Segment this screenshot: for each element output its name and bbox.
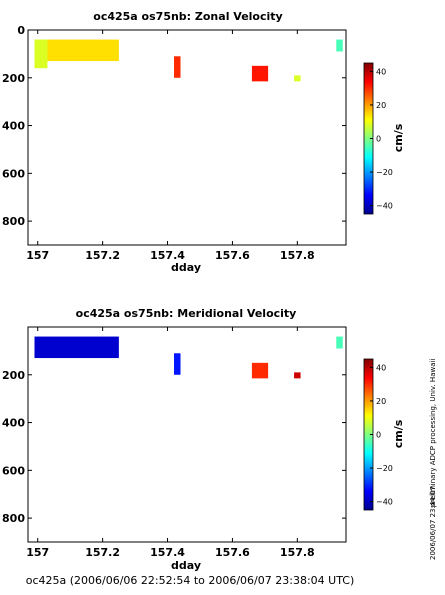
data-patch xyxy=(251,362,269,379)
colorbar-tick-label: 20 xyxy=(376,101,386,110)
colorbar-tick-label: −20 xyxy=(376,168,393,177)
colorbar-tick-label: 20 xyxy=(376,397,386,406)
data-patch xyxy=(251,65,269,82)
plot-frame xyxy=(27,326,347,543)
data-patch xyxy=(294,75,301,82)
side-date-label: 2006/06/07 23:44:07 xyxy=(429,486,437,560)
chart-title: oc425a os75nb: Meridional Velocity xyxy=(76,307,297,320)
data-patch xyxy=(174,353,181,375)
y-tick-label: 800 xyxy=(2,215,25,228)
x-tick-label: 157.8 xyxy=(280,249,315,262)
plot-frame xyxy=(27,29,347,246)
colorbar-tick-label: −40 xyxy=(376,202,393,211)
x-tick-label: 157 xyxy=(26,249,49,262)
data-patch xyxy=(34,39,119,62)
panel-zonal: oc425a os75nb: Zonal Velocity 157 157.2 15… xyxy=(2,10,405,274)
footer-label: oc425a (2006/06/06 22:52:54 to 2006/06/0… xyxy=(26,574,355,587)
data-patch xyxy=(336,336,343,349)
data-patch xyxy=(34,336,119,359)
x-tick-label: 157.6 xyxy=(215,249,250,262)
y-tick-label: 200 xyxy=(2,369,25,382)
data-patch xyxy=(336,39,343,52)
x-tick-label: 157.2 xyxy=(85,546,120,559)
data-patch xyxy=(34,39,48,69)
colorbar-label: cm/s xyxy=(392,419,405,448)
x-tick-label: 157.4 xyxy=(150,249,185,262)
x-axis-label: dday xyxy=(171,261,201,274)
x-tick-label: 157.2 xyxy=(85,249,120,262)
side-processing-label: preliminary ADCP processing, Univ. Hawai… xyxy=(429,359,437,508)
y-tick-label: 200 xyxy=(2,72,25,85)
x-tick-label: 157.8 xyxy=(280,546,315,559)
x-tick-label: 157 xyxy=(26,546,49,559)
y-tick-label: 400 xyxy=(2,120,25,133)
chart-title: oc425a os75nb: Zonal Velocity xyxy=(93,10,282,23)
colorbar-tick-label: 40 xyxy=(376,363,386,372)
colorbar-tick-label: 0 xyxy=(376,431,381,440)
colorbar-tick-label: 0 xyxy=(376,135,381,144)
colorbar-tick-label: −20 xyxy=(376,464,393,473)
data-patch xyxy=(174,56,181,78)
y-tick-label: 600 xyxy=(2,464,25,477)
colorbar-label: cm/s xyxy=(392,123,405,152)
colorbar-tick-label: −40 xyxy=(376,498,393,507)
x-tick-label: 157.6 xyxy=(215,546,250,559)
y-tick-label: 800 xyxy=(2,512,25,525)
y-tick-label: 600 xyxy=(2,167,25,180)
x-tick-label: 157.4 xyxy=(150,546,185,559)
x-axis-label: dday xyxy=(171,559,201,572)
panel-meridional: oc425a os75nb: Meridional Velocity 157 15… xyxy=(2,307,405,572)
colorbar-tick-label: 40 xyxy=(376,67,386,76)
y-tick-label: 400 xyxy=(2,417,25,430)
y-tick-label: 0 xyxy=(17,24,25,37)
data-patch xyxy=(294,372,301,379)
